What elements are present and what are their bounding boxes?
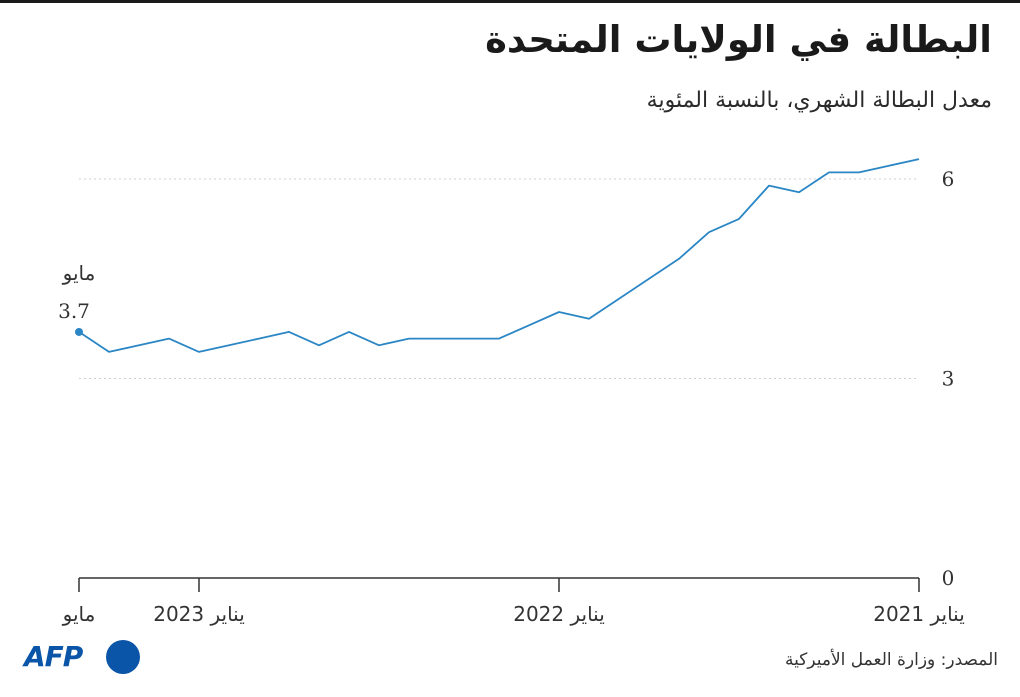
annotation-value: 3.7	[58, 299, 90, 323]
afp-logo: AFP	[24, 638, 142, 678]
top-rule	[0, 0, 1020, 3]
x-tick-label: يناير 2022	[513, 602, 605, 626]
chart-title: البطالة في الولايات المتحدة	[485, 18, 992, 61]
chart-subtitle: معدل البطالة الشهري، بالنسبة المئوية	[646, 88, 992, 113]
x-axis: يناير 2021 يناير 2022 يناير 2023 مايو	[62, 577, 965, 626]
annotation-label: مايو	[62, 261, 96, 285]
y-tick-label: 0	[942, 566, 955, 590]
y-tick-label: 3	[942, 367, 955, 391]
afp-logo-text: AFP	[24, 640, 83, 673]
source-note: المصدر: وزارة العمل الأميركية	[785, 650, 998, 670]
y-tick-label: 6	[942, 167, 955, 191]
annotation: مايو 3.7	[58, 261, 95, 323]
x-tick-label: مايو	[62, 602, 96, 626]
series-line	[78, 158, 920, 353]
series-layer	[75, 158, 920, 353]
x-tick-label: يناير 2023	[153, 602, 245, 626]
afp-logo-dot	[106, 640, 140, 674]
x-tick-label: يناير 2021	[873, 602, 965, 626]
y-axis: 0 3 6	[942, 167, 955, 590]
latest-point	[75, 327, 83, 336]
gridlines	[79, 178, 919, 379]
